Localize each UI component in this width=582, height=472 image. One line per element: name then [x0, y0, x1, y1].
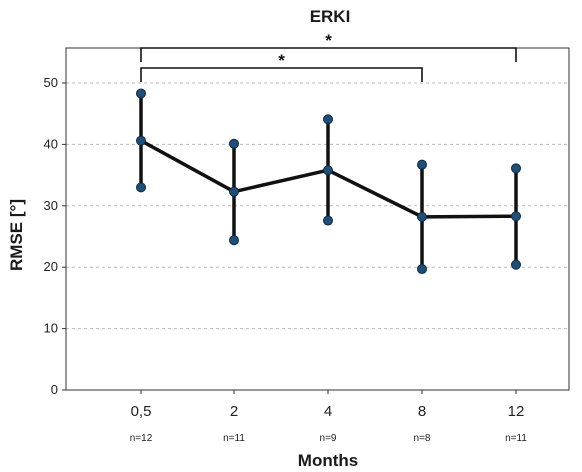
- significance-bracket: [140, 67, 423, 82]
- error-lower-point: [511, 259, 521, 270]
- y-tick-label: 20: [44, 259, 58, 274]
- y-tick-label: 0: [51, 382, 58, 397]
- n-label: n=8: [414, 433, 431, 444]
- n-label: n=11: [505, 433, 527, 444]
- x-tick-label: 0,5: [131, 403, 152, 420]
- data-point: [229, 186, 239, 197]
- error-upper-point: [136, 88, 146, 99]
- data-point: [323, 165, 333, 176]
- data-point: [136, 135, 146, 146]
- x-tick-label: 2: [230, 403, 238, 420]
- y-ticks: 0 10 20 30 40 50: [44, 75, 66, 397]
- error-lower-point: [136, 182, 146, 193]
- n-label: n=9: [320, 433, 337, 444]
- n-label: n=11: [223, 433, 245, 444]
- error-lower-point: [417, 264, 427, 275]
- x-tick-label: 4: [324, 403, 332, 420]
- significance-brackets: **: [140, 31, 517, 82]
- y-tick-label: 10: [44, 321, 58, 336]
- x-tick-label: 8: [418, 403, 426, 420]
- y-tick-label: 40: [44, 136, 58, 151]
- error-upper-point: [323, 114, 333, 125]
- error-lower-point: [323, 215, 333, 226]
- n-label: n=12: [130, 433, 153, 444]
- data-point: [511, 211, 521, 222]
- y-axis-label: RMSE [°]: [7, 199, 26, 271]
- markers: [136, 88, 521, 275]
- error-upper-point: [417, 159, 427, 170]
- significance-bracket: [140, 47, 517, 62]
- error-lower-point: [229, 235, 239, 246]
- error-upper-point: [229, 138, 239, 149]
- y-tick-label: 50: [44, 75, 58, 90]
- x-tick-label: 12: [508, 403, 525, 420]
- significance-star: *: [325, 31, 332, 50]
- chart-title: ERKI: [310, 7, 351, 26]
- y-tick-label: 30: [44, 198, 58, 213]
- significance-star: *: [278, 51, 285, 70]
- data-point: [417, 211, 427, 222]
- x-axis-label: Months: [298, 451, 358, 470]
- x-ticks: 0,5 n=12 2 n=11 4 n=9 8 n=8 12 n=11: [130, 390, 527, 444]
- error-upper-point: [511, 163, 521, 174]
